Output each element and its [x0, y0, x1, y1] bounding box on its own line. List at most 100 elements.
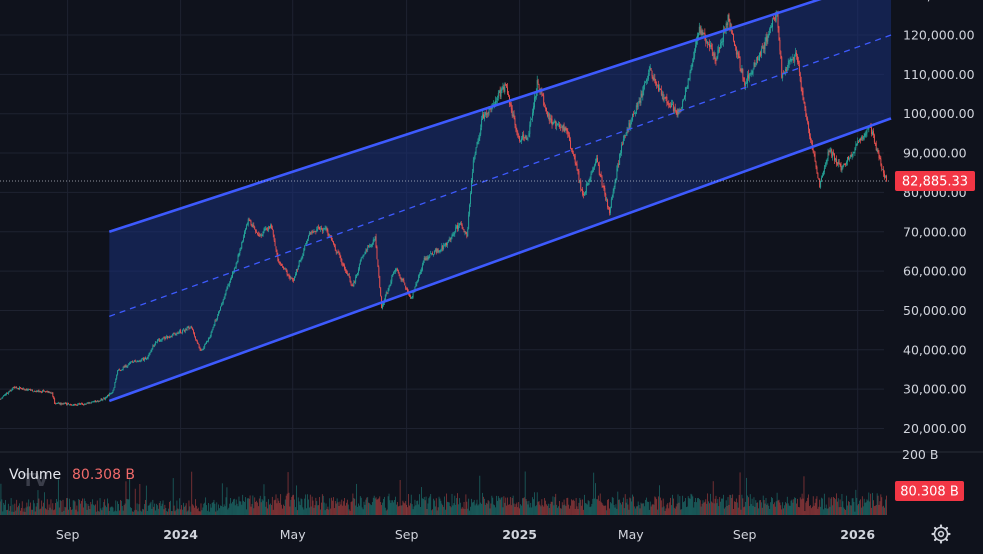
- volume-bar: [273, 500, 275, 515]
- candle-body: [8, 390, 10, 393]
- candle-body: [313, 231, 315, 233]
- candle-body: [577, 169, 579, 171]
- candle-body: [222, 299, 224, 304]
- volume-bar: [627, 504, 629, 515]
- candle-body: [476, 142, 478, 148]
- candle-body: [756, 57, 758, 65]
- candle-body: [657, 85, 659, 87]
- candle-body: [739, 56, 741, 69]
- volume-bar: [442, 505, 444, 515]
- candle-body: [675, 110, 677, 112]
- candle-body: [700, 30, 702, 34]
- price-tick-label: 20,000.00: [903, 421, 967, 436]
- volume-bar: [409, 503, 411, 515]
- candle-body: [770, 26, 772, 29]
- candle-body: [787, 63, 789, 67]
- candle-body: [543, 95, 545, 106]
- volume-bar: [548, 507, 550, 515]
- time-axis[interactable]: Sep 2024 May Sep 2025 May Sep 2026: [56, 527, 876, 542]
- channel-upper-line[interactable]: [108, 0, 891, 233]
- candle-body: [742, 69, 744, 79]
- volume-bar: [254, 497, 256, 515]
- volume-bar: [453, 503, 455, 515]
- volume-bar: [769, 508, 771, 515]
- candle-body: [395, 268, 397, 270]
- time-tick-label: Sep: [733, 527, 757, 542]
- volume-bar: [492, 497, 494, 515]
- candle-body: [484, 112, 486, 115]
- price-axis[interactable]: 130,000.00120,000.00110,000.00100,000.00…: [903, 0, 975, 436]
- candle-body: [269, 226, 270, 228]
- settings-gear-icon[interactable]: [931, 524, 951, 544]
- candle-body: [617, 164, 619, 169]
- volume-bar: [6, 510, 7, 515]
- volume-bar: [475, 503, 477, 515]
- volume-bar: [396, 504, 397, 515]
- candle-body: [54, 398, 56, 404]
- candle-body: [346, 273, 348, 274]
- volume-bar: [825, 504, 827, 515]
- volume-bar: [872, 492, 873, 515]
- candle-body: [735, 47, 737, 55]
- volume-bar: [812, 496, 814, 515]
- candle-body: [755, 63, 757, 65]
- candle-body: [780, 51, 782, 59]
- volume-bar: [291, 496, 293, 515]
- candle-body: [732, 32, 734, 35]
- volume-bar: [1, 499, 3, 515]
- candle-body: [311, 231, 313, 233]
- candle-body: [634, 112, 636, 114]
- volume-bar: [685, 507, 687, 515]
- candle-body: [154, 344, 156, 346]
- volume-bar: [562, 505, 564, 515]
- candle-body: [644, 82, 646, 87]
- volume-bar: [572, 499, 574, 515]
- volume-bar: [170, 500, 171, 515]
- candle-body: [178, 331, 180, 334]
- volume-bar: [572, 500, 573, 515]
- volume-bar: [316, 501, 318, 515]
- volume-bar: [50, 499, 52, 515]
- candle-body: [819, 178, 821, 188]
- candle-body: [514, 118, 516, 125]
- volume-bar: [877, 495, 879, 515]
- volume-bar: [311, 496, 313, 515]
- candle-body: [740, 69, 742, 73]
- volume-bar: [798, 507, 799, 515]
- candle-body: [435, 249, 437, 253]
- candle-body: [883, 169, 885, 174]
- candle-body: [553, 122, 555, 124]
- volume-bar: [710, 501, 712, 515]
- volume-bar: [275, 494, 277, 515]
- volume-bar: [141, 511, 143, 515]
- volume-bar: [513, 503, 515, 515]
- candle-body: [141, 359, 143, 362]
- volume-bar: [268, 499, 270, 515]
- volume-bar: [662, 498, 664, 515]
- volume-bar: [238, 496, 240, 515]
- candle-body: [207, 341, 208, 343]
- volume-bar: [372, 497, 374, 515]
- volume-bar: [250, 506, 252, 515]
- volume-bar: [507, 497, 508, 515]
- volume-bar: [154, 503, 156, 515]
- candle-body: [678, 109, 680, 112]
- volume-bar: [405, 501, 407, 515]
- volume-bar: [400, 505, 402, 515]
- volume-bar: [762, 495, 764, 515]
- volume-bar: [346, 502, 347, 515]
- parallel-channel[interactable]: [109, 0, 892, 401]
- candle-body: [653, 77, 655, 81]
- channel-lower-line[interactable]: [108, 117, 892, 403]
- candle-body: [338, 253, 340, 254]
- candle-body: [39, 391, 41, 393]
- volume-bar: [194, 507, 195, 515]
- volume-bar: [780, 505, 782, 515]
- volume-bar: [882, 506, 884, 515]
- volume-bar: [569, 508, 571, 515]
- volume-bar: [470, 506, 471, 515]
- candle-body: [443, 245, 445, 250]
- candle-body: [777, 11, 779, 28]
- candle-body: [629, 123, 631, 127]
